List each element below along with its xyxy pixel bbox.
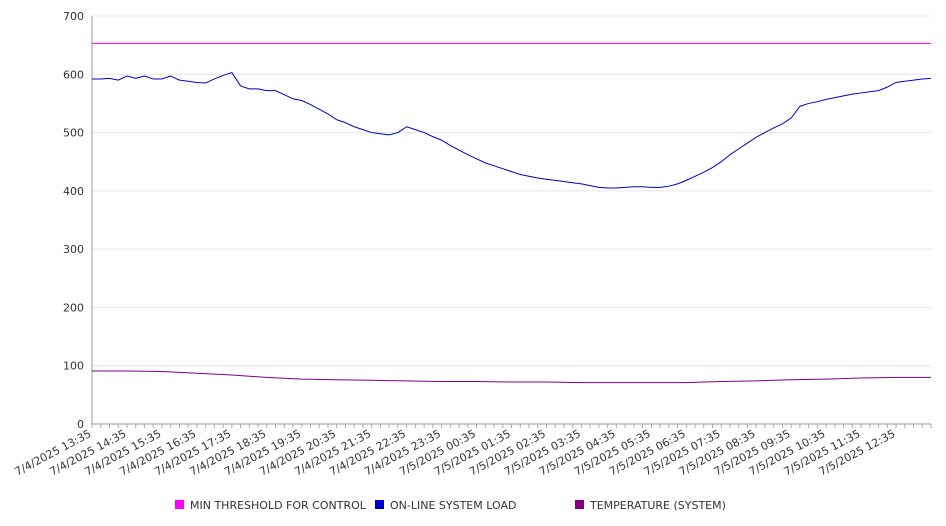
y-tick-label: 400 [63,185,84,198]
legend-label: TEMPERATURE (SYSTEM) [589,499,726,512]
legend-label: MIN THRESHOLD FOR CONTROL [190,499,367,512]
series-lines [92,42,932,384]
y-tick-label: 300 [63,243,84,256]
legend-swatch [375,500,384,509]
legend-swatch [175,500,184,509]
grid-lines [92,15,931,367]
y-tick-label: 100 [63,360,84,373]
legend: MIN THRESHOLD FOR CONTROL ON-LINE SYSTEM … [175,499,726,512]
series-line-3 [92,370,931,384]
y-tick-label: 0 [77,418,84,431]
legend-label: ON-LINE SYSTEM LOAD [390,499,516,512]
y-tick-label: 200 [63,301,84,314]
y-tick-label: 700 [63,10,84,23]
legend-swatch [575,500,584,509]
series-line-2 [92,72,932,189]
axes [91,16,932,428]
x-axis-tick-labels: 7/4/2025 13:357/4/2025 14:357/4/2025 15:… [13,427,898,478]
y-tick-label: 500 [63,127,84,140]
y-axis-tick-labels: 0 100 200 300 400 500 600 700 [63,10,84,431]
y-tick-label: 600 [63,68,84,81]
